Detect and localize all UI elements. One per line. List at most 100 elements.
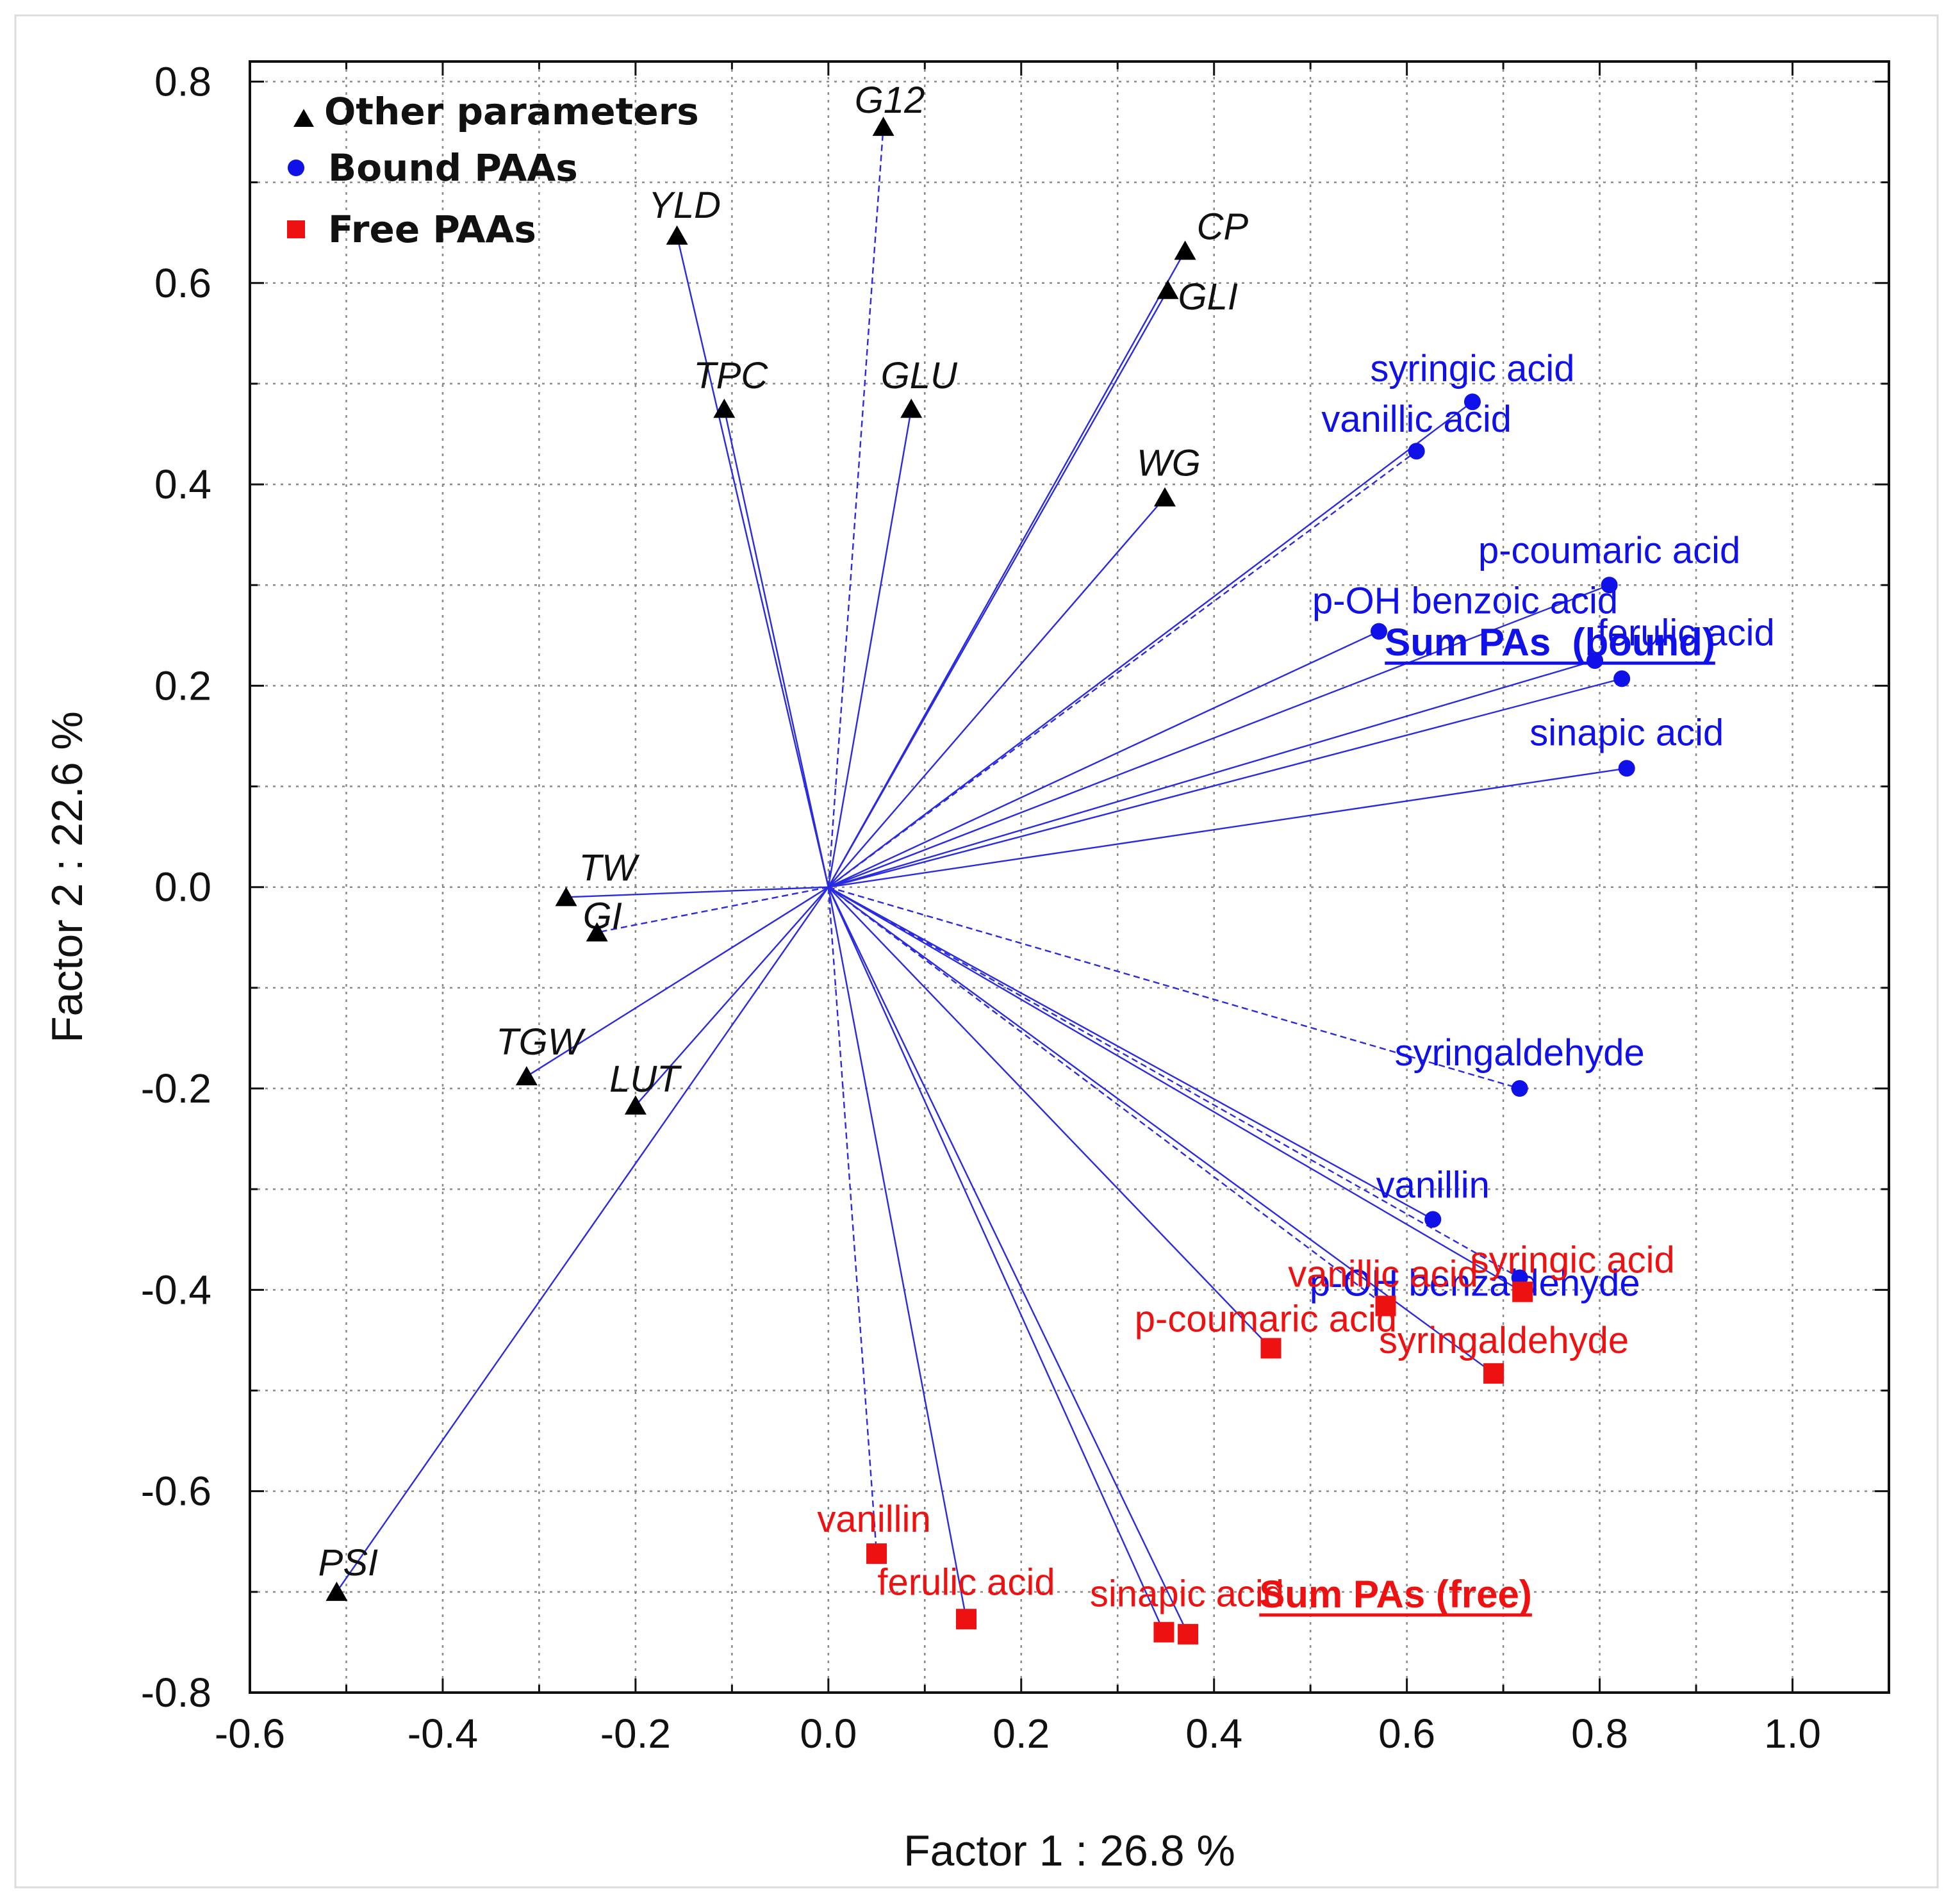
x-tick-label: 0.6: [1378, 1711, 1435, 1757]
vector-2-2: [827, 886, 1272, 1349]
point-marker-other: [900, 398, 923, 418]
vector-1-0: [828, 401, 1473, 888]
legend-square-marker: [287, 220, 305, 238]
y-tick-labels: 0.8 0.6 0.4 0.2 0.0 -0.2 -0.4 -0.6 -0.8: [141, 58, 211, 1716]
x-tick-labels: -0.6 -0.4 -0.2 0.0 0.2 0.4 0.6 0.8 1.0: [215, 1711, 1821, 1757]
legend-label-bound: Bound PAAs: [328, 146, 578, 190]
point-label: LUT: [609, 1058, 682, 1100]
point-label: vanillin: [1376, 1164, 1490, 1206]
vector-2-5: [827, 887, 968, 1620]
vector-2-1: [828, 886, 1387, 1307]
point-label: sinapic acid: [1529, 712, 1724, 753]
point-label: TW: [579, 847, 640, 889]
vector-1-1: [828, 450, 1417, 888]
vector-0-11: [336, 887, 829, 1593]
vector-0-0: [827, 127, 884, 887]
point-label: GLU: [881, 355, 958, 397]
point-marker-other: [1153, 487, 1176, 507]
point-marker-bound: [1424, 1211, 1442, 1228]
point-marker-free: [1260, 1338, 1281, 1359]
figure-frame: [14, 14, 1939, 1889]
vector-2-7: [827, 887, 1189, 1635]
x-tick-label: -0.4: [408, 1711, 478, 1757]
point-marker-free: [1153, 1621, 1174, 1643]
vector-0-5: [827, 408, 912, 887]
point-marker-other: [872, 117, 894, 136]
point-markers: [326, 117, 1635, 1645]
point-label: p-coumaric acid: [1135, 1299, 1397, 1340]
vector-1-6: [828, 767, 1627, 888]
vector-2-3: [828, 886, 1494, 1374]
y-axis-title: Factor 2 : 22.6 %: [43, 711, 92, 1043]
point-label: YLD: [648, 185, 721, 226]
point-marker-free: [955, 1609, 976, 1630]
point-label: Sum PAs (bound): [1385, 621, 1715, 664]
vector-0-3: [827, 290, 1169, 888]
point-label: WG: [1137, 443, 1201, 484]
y-tick-label: -0.8: [141, 1670, 211, 1716]
vector-0-4: [723, 408, 829, 887]
vector-0-7: [566, 886, 828, 898]
y-tick-label: -0.4: [141, 1267, 211, 1313]
y-tick-label: -0.2: [141, 1065, 211, 1112]
point-label: TGW: [496, 1021, 586, 1063]
point-label: CP: [1197, 206, 1249, 247]
loading-vectors: [336, 127, 1627, 1635]
point-label: G12: [855, 79, 925, 121]
point-label: TPC: [693, 355, 768, 397]
vector-0-1: [676, 235, 829, 887]
vector-2-4: [827, 887, 878, 1554]
point-label: GLI: [1178, 276, 1238, 318]
vector-0-10: [634, 886, 829, 1106]
legend-label-free: Free PAAs: [328, 208, 536, 251]
vector-0-6: [827, 497, 1166, 888]
legend-label-other: Other parameters: [324, 90, 699, 133]
point-label: syringic acid: [1471, 1240, 1675, 1281]
x-tick-label: -0.2: [600, 1711, 671, 1757]
point-label: PSI: [318, 1542, 379, 1584]
point-marker-bound: [1371, 623, 1388, 640]
legend-triangle-marker: [293, 109, 314, 127]
legend-circle-marker: [288, 160, 304, 176]
point-marker-other: [624, 1095, 647, 1115]
x-tick-label: 0.0: [800, 1711, 857, 1757]
point-marker-free: [1512, 1281, 1533, 1302]
y-tick-label: 0.6: [154, 260, 211, 306]
point-label: GI: [583, 895, 622, 937]
point-marker-free: [866, 1543, 887, 1564]
vector-1-4: [828, 659, 1595, 888]
legend: Other parameters Bound PAAs Free PAAs: [287, 90, 699, 251]
point-marker-other: [586, 922, 608, 942]
point-marker-other: [666, 225, 688, 245]
vector-1-2: [828, 584, 1610, 888]
x-tick-label: 1.0: [1764, 1711, 1821, 1757]
gridlines: [249, 62, 1890, 1694]
point-marker-bound: [1613, 670, 1631, 687]
point-label: vanillic acid: [1321, 398, 1512, 440]
point-marker-bound: [1618, 760, 1635, 777]
vector-2-0: [828, 886, 1523, 1293]
vector-2-6: [827, 887, 1165, 1633]
y-tick-label: 0.8: [154, 58, 211, 104]
point-label: ferulic acid: [877, 1561, 1055, 1603]
vector-1-9: [828, 886, 1520, 1279]
point-marker-free: [1483, 1363, 1504, 1384]
vector-1-5: [828, 678, 1622, 888]
point-label: sinapic acid: [1090, 1573, 1284, 1615]
point-label: p-OH benzaldehyde: [1310, 1262, 1640, 1304]
x-axis-title: Factor 1 : 26.8 %: [903, 1826, 1235, 1875]
vector-1-8: [828, 886, 1433, 1220]
x-tick-label: 0.8: [1571, 1711, 1628, 1757]
point-marker-other: [713, 398, 736, 418]
point-label: syringaldehyde: [1395, 1032, 1645, 1074]
vector-0-9: [526, 886, 829, 1078]
point-label: p-coumaric acid: [1478, 530, 1740, 571]
x-tick-label: 0.4: [1185, 1711, 1242, 1757]
point-marker-free: [1375, 1295, 1396, 1317]
point-marker-bound: [1408, 443, 1425, 460]
point-label: Sum PAs (free): [1259, 1573, 1532, 1616]
plot-area: [249, 60, 1890, 1694]
axis-ticks: [249, 62, 1890, 1694]
point-marker-bound: [1601, 577, 1618, 594]
